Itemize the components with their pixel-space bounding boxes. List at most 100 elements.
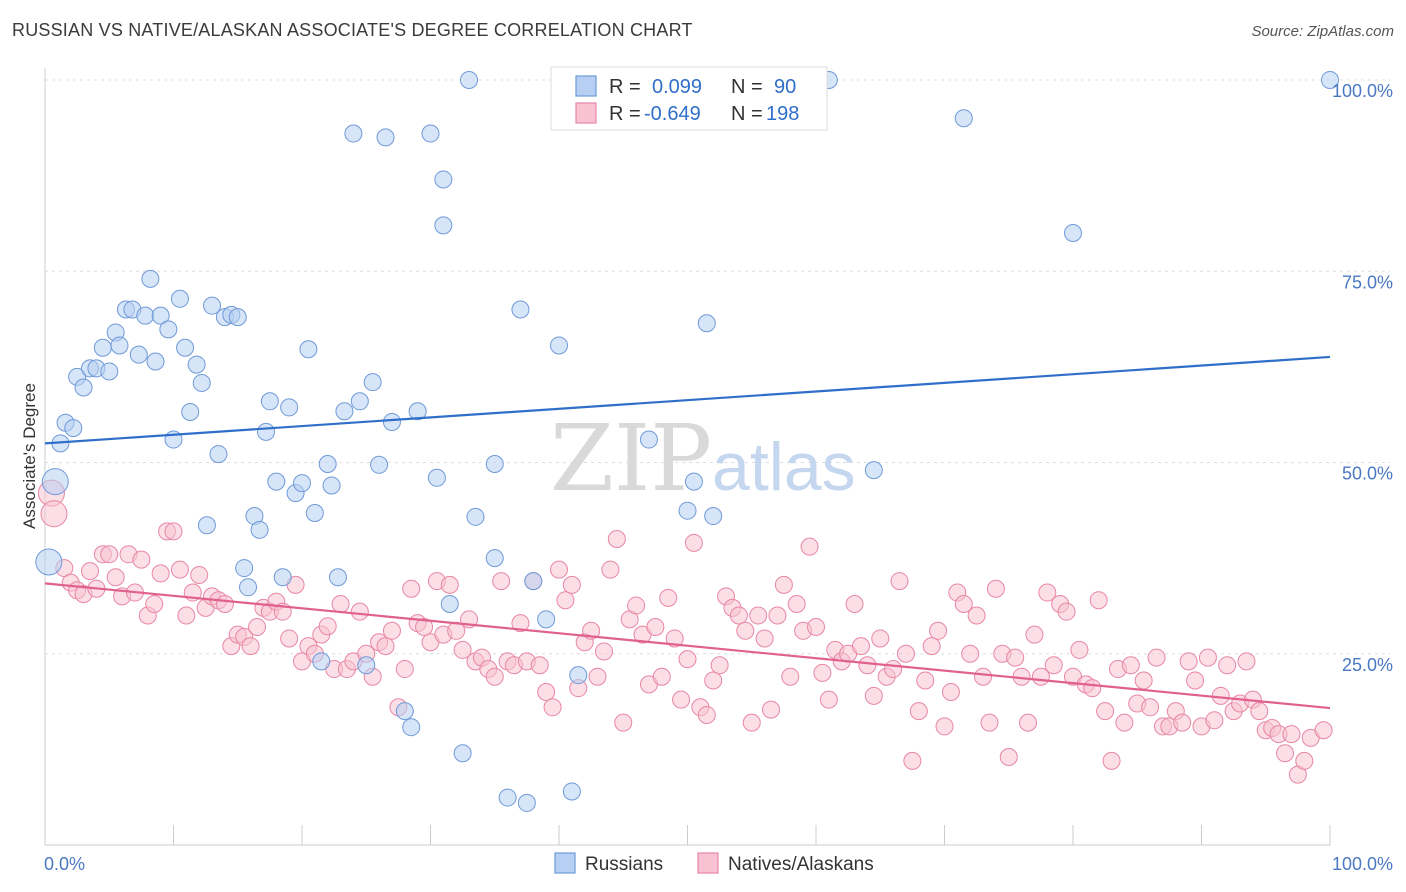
russian-point-51	[344, 124, 363, 143]
native-point-134	[903, 751, 922, 770]
russian-point-16	[136, 306, 155, 325]
native-point-162	[1083, 679, 1102, 698]
native-point-192	[1276, 744, 1295, 763]
native-point-31	[241, 637, 260, 656]
native-point-52	[376, 637, 395, 656]
native-point-87	[601, 560, 620, 579]
native-point-181	[1205, 711, 1224, 730]
native-point-152	[1019, 713, 1038, 732]
russian-point-25	[187, 355, 206, 374]
russian-point-39	[267, 472, 286, 491]
bottom-legend-swatch-russians	[554, 852, 576, 874]
native-point-45	[331, 595, 350, 614]
native-point-62	[440, 575, 459, 594]
russian-point-12	[110, 336, 129, 355]
native-point-1	[40, 500, 68, 528]
native-point-77	[537, 683, 556, 701]
native-point-78	[543, 698, 562, 717]
russian-point-26	[192, 373, 211, 392]
native-point-125	[845, 595, 864, 614]
native-point-80	[556, 591, 575, 610]
native-point-20	[170, 560, 189, 579]
y-axis-label: Associate's Degree	[20, 383, 39, 529]
legend-n-value-russians: 90	[774, 76, 796, 98]
russian-point-53	[357, 656, 376, 675]
native-point-114	[774, 575, 793, 594]
native-point-14	[132, 550, 151, 569]
native-point-55	[395, 660, 414, 679]
native-point-89	[614, 713, 633, 732]
native-point-118	[800, 537, 819, 556]
native-point-88	[607, 530, 626, 548]
native-point-153	[1025, 625, 1044, 644]
russian-point-41	[280, 398, 299, 417]
russian-point-60	[408, 402, 427, 421]
native-point-140	[941, 683, 960, 701]
native-point-136	[916, 671, 935, 690]
native-point-135	[909, 702, 928, 721]
native-point-9	[100, 545, 119, 564]
native-point-81	[562, 575, 581, 594]
native-point-133	[896, 644, 915, 663]
native-point-97	[665, 629, 684, 648]
native-point-37	[280, 629, 299, 648]
russian-point-87	[954, 109, 973, 128]
native-point-132	[890, 572, 909, 591]
russian-point-65	[440, 595, 459, 614]
russian-point-23	[176, 338, 195, 357]
x-tick-label-end: 100.0%	[1332, 854, 1393, 874]
chart-title: RUSSIAN VS NATIVE/ALASKAN ASSOCIATE'S DE…	[12, 20, 693, 40]
russian-point-34	[239, 578, 258, 597]
trend-lines	[44, 355, 1331, 710]
russian-point-44	[299, 340, 318, 359]
native-point-17	[151, 564, 170, 583]
native-point-139	[935, 717, 954, 736]
russians-points	[35, 71, 1339, 812]
native-point-70	[492, 572, 511, 591]
y-tick-label-3: 100.0%	[1332, 81, 1393, 101]
grid-lines	[45, 79, 1390, 655]
legend-r-label-russians: R =	[609, 76, 641, 98]
native-point-43	[318, 617, 337, 636]
native-point-113	[768, 606, 787, 625]
axes	[44, 68, 1331, 846]
native-point-100	[684, 533, 703, 552]
native-point-183	[1218, 656, 1237, 675]
watermark-atlas: atlas	[712, 429, 856, 505]
bottom-legend: Russians Natives/Alaskans	[554, 852, 874, 875]
native-point-10	[106, 568, 125, 587]
russian-point-55	[370, 455, 389, 474]
native-point-168	[1121, 656, 1140, 675]
native-point-150	[1006, 648, 1025, 667]
bottom-legend-label-russians: Russians	[585, 854, 663, 875]
russian-point-63	[434, 170, 453, 189]
native-point-142	[954, 595, 973, 614]
russian-point-37	[257, 422, 276, 441]
russian-point-57	[382, 412, 401, 431]
russian-point-48	[322, 476, 341, 495]
y-tick-label-0: 25.0%	[1342, 655, 1393, 675]
russians-trend-line	[44, 355, 1331, 445]
native-point-167	[1115, 713, 1134, 732]
russian-point-33	[235, 559, 254, 578]
native-point-53	[382, 621, 401, 640]
native-point-131	[884, 660, 903, 679]
native-point-69	[485, 667, 504, 686]
native-point-164	[1096, 702, 1115, 721]
russian-point-64	[434, 216, 453, 235]
native-point-138	[929, 621, 948, 640]
russian-point-17	[141, 269, 160, 288]
legend-r-value-russians: 0.099	[652, 76, 702, 98]
native-point-95	[652, 667, 671, 686]
russian-point-62	[427, 468, 446, 487]
russian-point-24	[181, 403, 200, 422]
native-point-155	[1038, 583, 1057, 602]
russian-point-80	[678, 501, 697, 520]
native-point-73	[511, 614, 530, 633]
stats-legend-box	[550, 66, 828, 131]
native-point-128	[864, 686, 883, 705]
native-point-112	[762, 700, 781, 719]
native-point-188	[1250, 702, 1269, 721]
tick-labels: 25.0% 50.0% 75.0% 100.0% 0.0% 100.0%	[44, 81, 1393, 874]
